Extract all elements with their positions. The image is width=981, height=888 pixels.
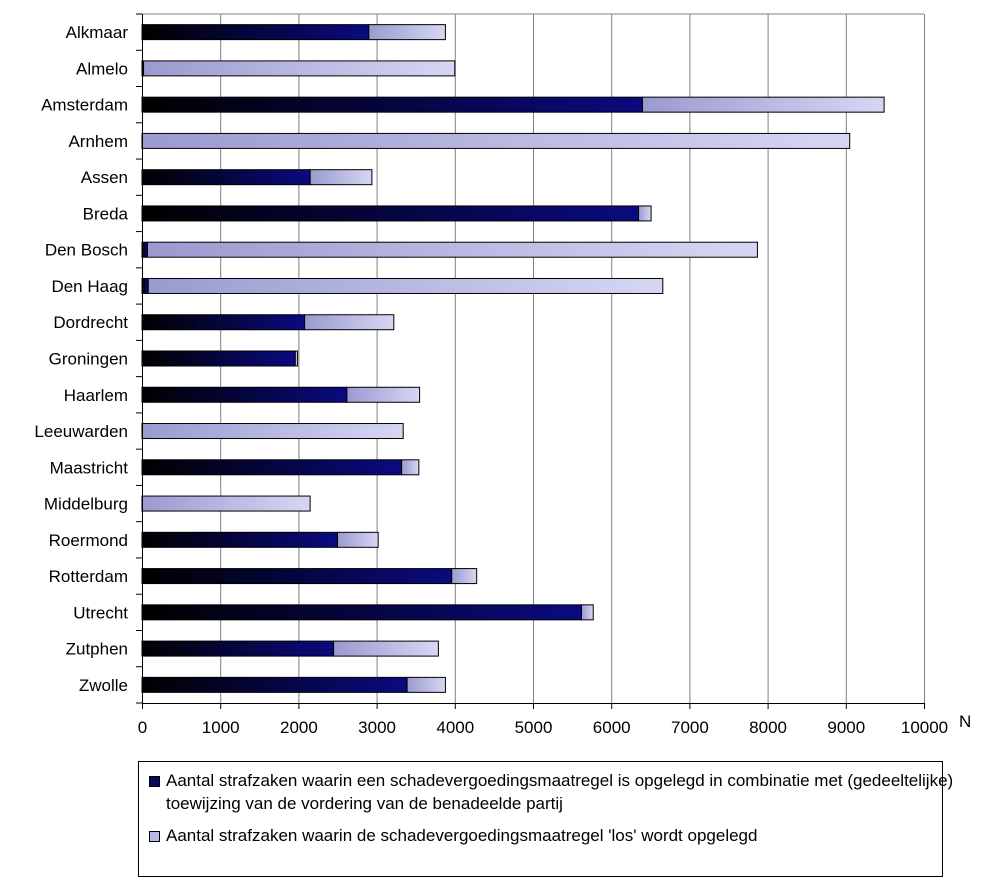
bar-arnhem-series-2	[141, 132, 851, 149]
bar-roermond-series-2	[337, 531, 379, 548]
category-label: Groningen	[49, 350, 128, 369]
legend-swatch-series-2	[149, 831, 160, 842]
x-axis-unit: N	[959, 712, 971, 731]
bar-assen-series-1	[141, 169, 311, 186]
x-tick-label: 0	[138, 718, 147, 737]
bar-maastricht-series-1	[141, 459, 403, 476]
x-tick-label: 10000	[901, 718, 948, 737]
bar-utrecht-series-2	[580, 604, 594, 621]
stacked-bar-chart: Alkmaar Almelo Amsterdam Arnhem Assen Breda De…	[34, 13, 971, 737]
category-label: Arnhem	[68, 132, 128, 151]
bar-leeuwarden-series-2	[141, 423, 404, 440]
bar-groningen-series-2	[294, 350, 299, 367]
gridlines	[142, 13, 925, 703]
bar-assen-series-2	[309, 169, 373, 186]
x-tick-labels: 0 1000 2000 3000 4000 5000 6000 7000 8000 9000 100…	[138, 718, 948, 737]
category-label: Amsterdam	[41, 96, 128, 115]
category-labels: Alkmaar Almelo Amsterdam Arnhem Assen Breda De…	[34, 23, 128, 695]
x-tick-label: 4000	[436, 718, 474, 737]
bar-utrecht-series-1	[141, 604, 582, 621]
axes	[136, 13, 925, 709]
bars	[141, 24, 885, 693]
category-label: Rotterdam	[49, 567, 128, 586]
category-label: Den Bosch	[45, 241, 128, 260]
category-label: Den Haag	[51, 277, 128, 296]
category-label: Maastricht	[50, 458, 129, 477]
category-label: Almelo	[76, 59, 128, 78]
x-tick-label: 7000	[671, 718, 709, 737]
bar-zutphen-series-1	[141, 640, 335, 657]
category-label: Leeuwarden	[34, 422, 128, 441]
bar-haarlem-series-2	[346, 386, 421, 403]
category-label: Roermond	[49, 531, 128, 550]
bar-middelburg-series-2	[141, 495, 311, 512]
bar-rotterdam-series-2	[451, 568, 478, 585]
bar-dordrecht-series-1	[141, 314, 306, 331]
bar-alkmaar-series-2	[368, 24, 446, 41]
legend-label-series-2: Aantal strafzaken waarin de schadevergoe…	[166, 826, 758, 845]
bar-maastricht-series-2	[401, 459, 420, 476]
bar-alkmaar-series-1	[141, 24, 370, 41]
x-tick-label: 8000	[749, 718, 787, 737]
bar-zutphen-series-2	[333, 640, 439, 657]
category-label: Dordrecht	[53, 313, 128, 332]
bar-amsterdam-series-1	[141, 96, 643, 113]
x-tick-label: 2000	[280, 718, 318, 737]
bar-zwolle-series-1	[141, 676, 408, 693]
x-tick-label: 3000	[358, 718, 396, 737]
x-tick-label: 5000	[515, 718, 553, 737]
bar-breda-series-1	[141, 205, 640, 222]
bar-zwolle-series-2	[406, 676, 446, 693]
legend: Aantal strafzaken waarin een schadevergo…	[138, 761, 953, 877]
bar-den-bosch-series-2	[146, 241, 758, 258]
legend-swatch-series-1	[149, 776, 160, 787]
bar-rotterdam-series-1	[141, 568, 453, 585]
category-label: Assen	[81, 168, 128, 187]
x-tick-label: 6000	[593, 718, 631, 737]
bar-roermond-series-1	[141, 531, 338, 548]
bar-almelo-series-2	[143, 60, 456, 77]
category-label: Zwolle	[79, 676, 128, 695]
category-label: Utrecht	[73, 603, 128, 622]
bar-amsterdam-series-2	[641, 96, 885, 113]
bar-dordrecht-series-2	[304, 314, 395, 331]
x-tick-label: 1000	[202, 718, 240, 737]
category-label: Middelburg	[44, 495, 128, 514]
category-label: Breda	[83, 204, 129, 223]
category-label: Zutphen	[66, 640, 128, 659]
legend-label-series-1: Aantal strafzaken waarin een schadevergo…	[166, 771, 954, 813]
x-tick-label: 9000	[827, 718, 865, 737]
bar-den-haag-series-2	[147, 277, 664, 294]
category-label: Alkmaar	[66, 23, 129, 42]
bar-groningen-series-1	[141, 350, 296, 367]
bar-breda-series-2	[638, 205, 652, 222]
bar-haarlem-series-1	[141, 386, 348, 403]
category-label: Haarlem	[64, 386, 128, 405]
